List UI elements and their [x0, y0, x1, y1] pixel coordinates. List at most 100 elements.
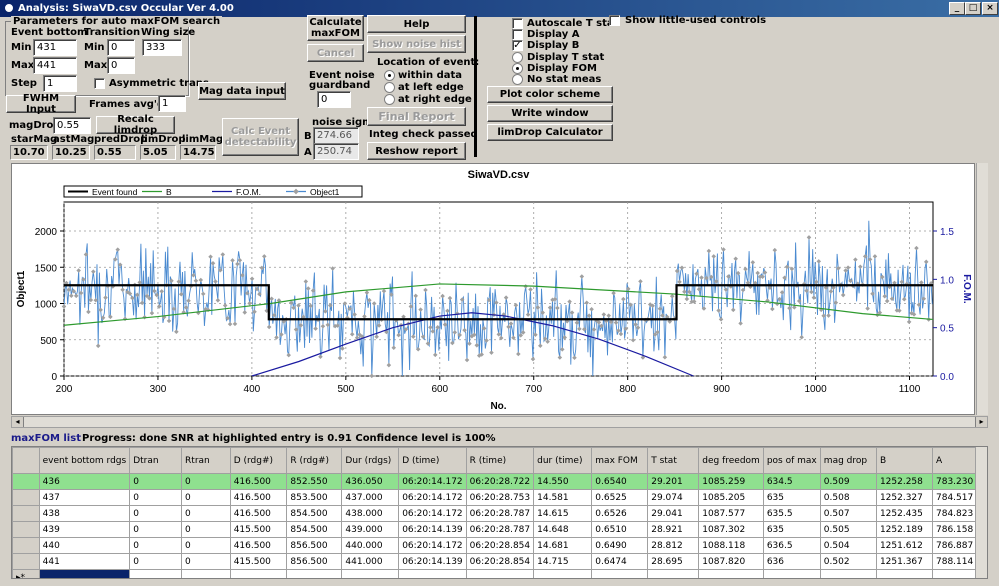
row-selector[interactable] [12, 521, 40, 538]
table-cell[interactable]: 438 [38, 505, 131, 522]
table-cell[interactable]: 437 [38, 489, 131, 506]
table-cell[interactable]: 06:20:14.172 [398, 473, 467, 490]
table-cell[interactable]: 14.550 [533, 473, 593, 490]
calc-event-detectability-button[interactable]: Calc Event detectability [222, 118, 299, 156]
row-selector[interactable] [12, 489, 40, 506]
table-cell[interactable] [129, 569, 183, 578]
table-cell[interactable]: 0 [181, 521, 231, 538]
grid-vscroll[interactable] [975, 447, 987, 578]
table-cell[interactable]: 634.5 [762, 473, 821, 490]
table-cell[interactable]: 0 [181, 489, 231, 506]
table-cell[interactable] [181, 569, 231, 578]
table-cell[interactable]: 0.508 [819, 489, 877, 506]
table-row[interactable]: 441 0 0 415.500 856.500 441.000 06:20:14.139 06… [12, 553, 987, 570]
table-row[interactable]: 436 0 0 416.500 852.550 436.050 06:20:14.172 06… [12, 473, 987, 490]
row-selector[interactable] [12, 553, 40, 570]
step-input[interactable]: 1 [43, 75, 77, 92]
table-cell[interactable]: 1252.258 [875, 473, 934, 490]
close-button[interactable]: × [982, 2, 998, 15]
table-cell[interactable]: 416.500 [229, 489, 288, 506]
table-cell[interactable]: 29.201 [647, 473, 700, 490]
table-cell[interactable]: 440 [38, 537, 131, 554]
table-cell[interactable]: 856.500 [286, 553, 343, 570]
fwhm-input-button[interactable]: FWHM Input [6, 93, 76, 115]
table-cell[interactable]: 437.000 [341, 489, 400, 506]
table-cell[interactable]: 0.6474 [591, 553, 649, 570]
left-edge-radio[interactable] [384, 82, 395, 93]
no-stat-meas-radio[interactable] [512, 74, 523, 85]
table-cell[interactable]: 0 [129, 473, 183, 490]
table-cell[interactable]: 06:20:14.139 [398, 553, 467, 570]
table-cell[interactable]: 441.000 [341, 553, 400, 570]
column-header[interactable]: event bottom rdgs [38, 447, 131, 474]
limdrop-calculator-button[interactable]: limDrop Calculator [487, 124, 613, 141]
table-cell[interactable]: 1087.820 [698, 553, 764, 570]
table-cell[interactable]: 635 [762, 489, 821, 506]
column-header[interactable]: T stat [647, 447, 700, 474]
table-cell[interactable]: 636.5 [762, 537, 821, 554]
table-cell[interactable] [875, 569, 934, 578]
column-header[interactable]: R (rdg#) [286, 447, 343, 474]
column-header[interactable]: Dur (rdgs) [341, 447, 400, 474]
table-cell[interactable]: 1251.612 [875, 537, 934, 554]
table-cell[interactable]: 0.6540 [591, 473, 649, 490]
tr-max-input[interactable]: 0 [107, 57, 135, 74]
table-cell[interactable] [38, 569, 131, 578]
right-edge-radio[interactable] [384, 94, 395, 105]
table-row[interactable]: 439 0 0 415.500 854.500 439.000 06:20:14.139 06… [12, 521, 987, 538]
table-cell[interactable]: 415.500 [229, 521, 288, 538]
table-cell[interactable]: 439.000 [341, 521, 400, 538]
final-report-button[interactable]: Final Report [367, 107, 466, 126]
table-cell[interactable]: 416.500 [229, 537, 288, 554]
tr-min-input[interactable]: 0 [107, 39, 135, 56]
table-cell[interactable]: 1085.259 [698, 473, 764, 490]
table-cell[interactable]: 436 [38, 473, 131, 490]
table-cell[interactable]: 415.500 [229, 553, 288, 570]
write-window-button[interactable]: Write window [487, 105, 613, 122]
table-cell[interactable]: 1252.327 [875, 489, 934, 506]
display-a-checkbox[interactable] [512, 29, 523, 40]
table-cell[interactable]: 0.6510 [591, 521, 649, 538]
frames-avg-input[interactable]: 1 [158, 95, 186, 112]
column-header[interactable]: dur (time) [533, 447, 593, 474]
autoscale-checkbox[interactable] [512, 18, 523, 29]
table-cell[interactable] [819, 569, 877, 578]
table-cell[interactable]: 0 [129, 553, 183, 570]
table-cell[interactable]: 441 [38, 553, 131, 570]
table-cell[interactable]: 14.681 [533, 537, 593, 554]
new-row[interactable]: ▸* [12, 569, 987, 578]
table-cell[interactable] [341, 569, 400, 578]
display-t-stat-radio[interactable] [512, 52, 523, 63]
table-cell[interactable]: 28.695 [647, 553, 700, 570]
table-cell[interactable] [398, 569, 467, 578]
table-cell[interactable]: 0 [181, 537, 231, 554]
wing-size-input[interactable]: 333 [142, 39, 182, 56]
column-header[interactable]: R (time) [465, 447, 535, 474]
table-cell[interactable]: 0 [181, 505, 231, 522]
display-fom-radio[interactable] [512, 63, 523, 74]
column-header[interactable]: B [875, 447, 934, 474]
table-cell[interactable]: 1087.302 [698, 521, 764, 538]
column-header[interactable]: Dtran [129, 447, 183, 474]
table-cell[interactable]: 0 [129, 489, 183, 506]
table-cell[interactable]: 06:20:28.787 [465, 521, 535, 538]
table-cell[interactable]: 0.6525 [591, 489, 649, 506]
table-cell[interactable]: 0.509 [819, 473, 877, 490]
table-cell[interactable]: 06:20:28.854 [465, 553, 535, 570]
table-cell[interactable] [762, 569, 821, 578]
table-cell[interactable]: 28.921 [647, 521, 700, 538]
column-header[interactable]: D (time) [398, 447, 467, 474]
table-cell[interactable] [591, 569, 649, 578]
table-cell[interactable]: 29.041 [647, 505, 700, 522]
table-cell[interactable]: 06:20:14.172 [398, 489, 467, 506]
row-selector[interactable] [12, 505, 40, 522]
column-header[interactable]: deg freedom [698, 447, 764, 474]
table-cell[interactable]: 0.6526 [591, 505, 649, 522]
table-cell[interactable]: 1085.205 [698, 489, 764, 506]
table-cell[interactable]: 06:20:14.172 [398, 505, 467, 522]
table-cell[interactable]: 28.812 [647, 537, 700, 554]
table-cell[interactable]: 635 [762, 521, 821, 538]
table-cell[interactable]: 06:20:28.722 [465, 473, 535, 490]
recalc-limdrop-button[interactable]: Recalc limdrop [96, 114, 175, 136]
table-cell[interactable] [533, 569, 593, 578]
